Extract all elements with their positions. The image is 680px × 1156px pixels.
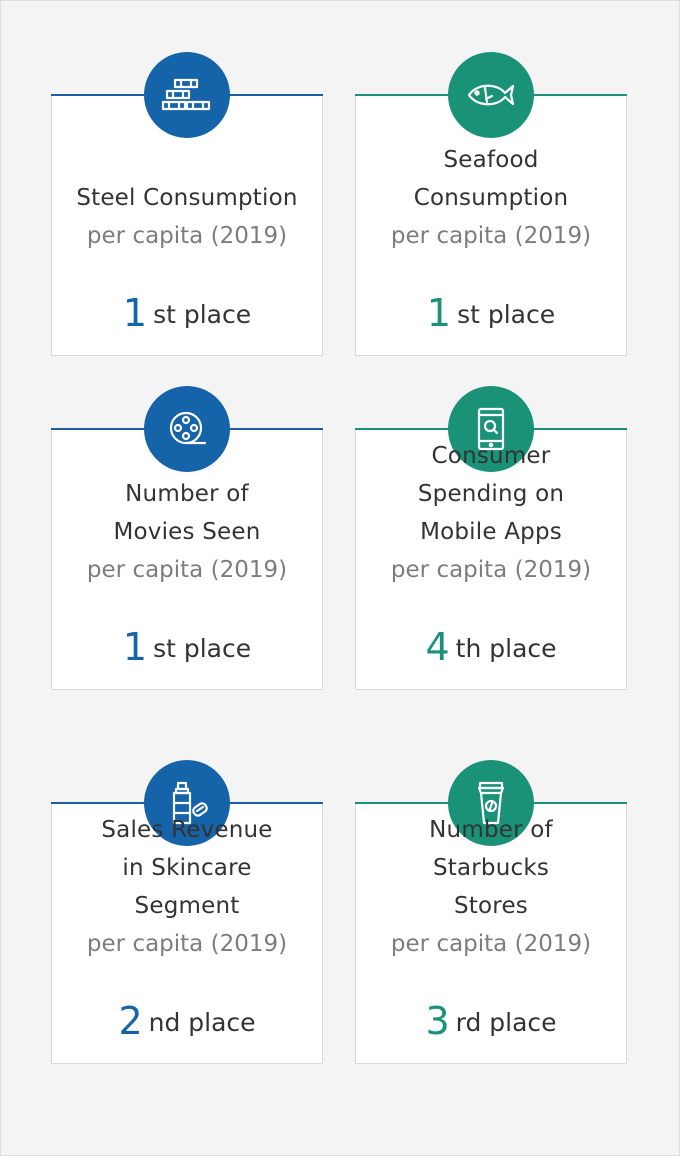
- card-starbucks-stores: Number of Starbucks Stores per capita (2…: [355, 760, 627, 1064]
- rank-suffix: th place: [455, 634, 557, 663]
- card-title: Steel Consumption: [52, 179, 322, 217]
- card-subtitle: per capita (2019): [86, 931, 288, 957]
- card-subtitle: per capita (2019): [390, 931, 592, 957]
- skincare-bottle-icon: [144, 760, 230, 846]
- card-title: Number of Movies Seen: [52, 475, 322, 551]
- title-line: Movies Seen: [113, 519, 261, 545]
- title-line: in Skincare: [122, 855, 252, 881]
- card-movies-seen: Number of Movies Seen per capita (2019) …: [51, 386, 323, 690]
- title-line: Spending on: [417, 481, 565, 507]
- card-title: Consumer Spending on Mobile Apps: [356, 437, 626, 551]
- card-text: Steel Consumption per capita (2019): [52, 179, 322, 255]
- rank-suffix: st place: [153, 300, 252, 329]
- card-text: Consumer Spending on Mobile Apps per cap…: [356, 437, 626, 589]
- card-subtitle: per capita (2019): [86, 223, 288, 249]
- title-line: Mobile Apps: [420, 519, 562, 545]
- title-line: Starbucks: [432, 855, 550, 881]
- title-line: Seafood: [443, 147, 539, 173]
- rank-number: 3: [425, 999, 450, 1043]
- card-subtitle: per capita (2019): [86, 557, 288, 583]
- coffee-cup-icon: [448, 760, 534, 846]
- rank-number: 4: [425, 625, 450, 669]
- card-text: Number of Starbucks Stores per capita (2…: [356, 811, 626, 963]
- card-title: Sales Revenue in Skincare Segment: [52, 811, 322, 925]
- rank-number: 1: [122, 625, 148, 669]
- mobile-search-icon: [448, 386, 534, 472]
- title-line: Steel Consumption: [76, 185, 298, 211]
- rank-number: 1: [122, 291, 148, 335]
- rank-suffix: rd place: [455, 1008, 557, 1037]
- card-title: Seafood Consumption: [356, 141, 626, 217]
- card-title: Number of Starbucks Stores: [356, 811, 626, 925]
- card-skincare-revenue: Sales Revenue in Skincare Segment per ca…: [51, 760, 323, 1064]
- film-reel-icon: [144, 386, 230, 472]
- card-text: Sales Revenue in Skincare Segment per ca…: [52, 811, 322, 963]
- steel-beams-icon: [144, 52, 230, 138]
- card-text: Seafood Consumption per capita (2019): [356, 141, 626, 255]
- title-line: Consumer: [431, 443, 551, 469]
- title-line: Number of: [429, 817, 553, 843]
- title-line: Stores: [454, 893, 528, 919]
- rank-number: 2: [118, 999, 143, 1043]
- card-text: Number of Movies Seen per capita (2019): [52, 475, 322, 589]
- title-line: Segment: [134, 893, 240, 919]
- card-mobile-apps-spending: Consumer Spending on Mobile Apps per cap…: [355, 386, 627, 690]
- title-line: Consumption: [413, 185, 569, 211]
- rank-number: 1: [426, 291, 452, 335]
- card-subtitle: per capita (2019): [390, 223, 592, 249]
- rank-suffix: st place: [153, 634, 252, 663]
- card-subtitle: per capita (2019): [390, 557, 592, 583]
- title-line: Number of: [125, 481, 249, 507]
- fish-icon: [448, 52, 534, 138]
- title-line: Sales Revenue: [101, 817, 273, 843]
- rank-suffix: st place: [457, 300, 556, 329]
- rank-suffix: nd place: [148, 1008, 256, 1037]
